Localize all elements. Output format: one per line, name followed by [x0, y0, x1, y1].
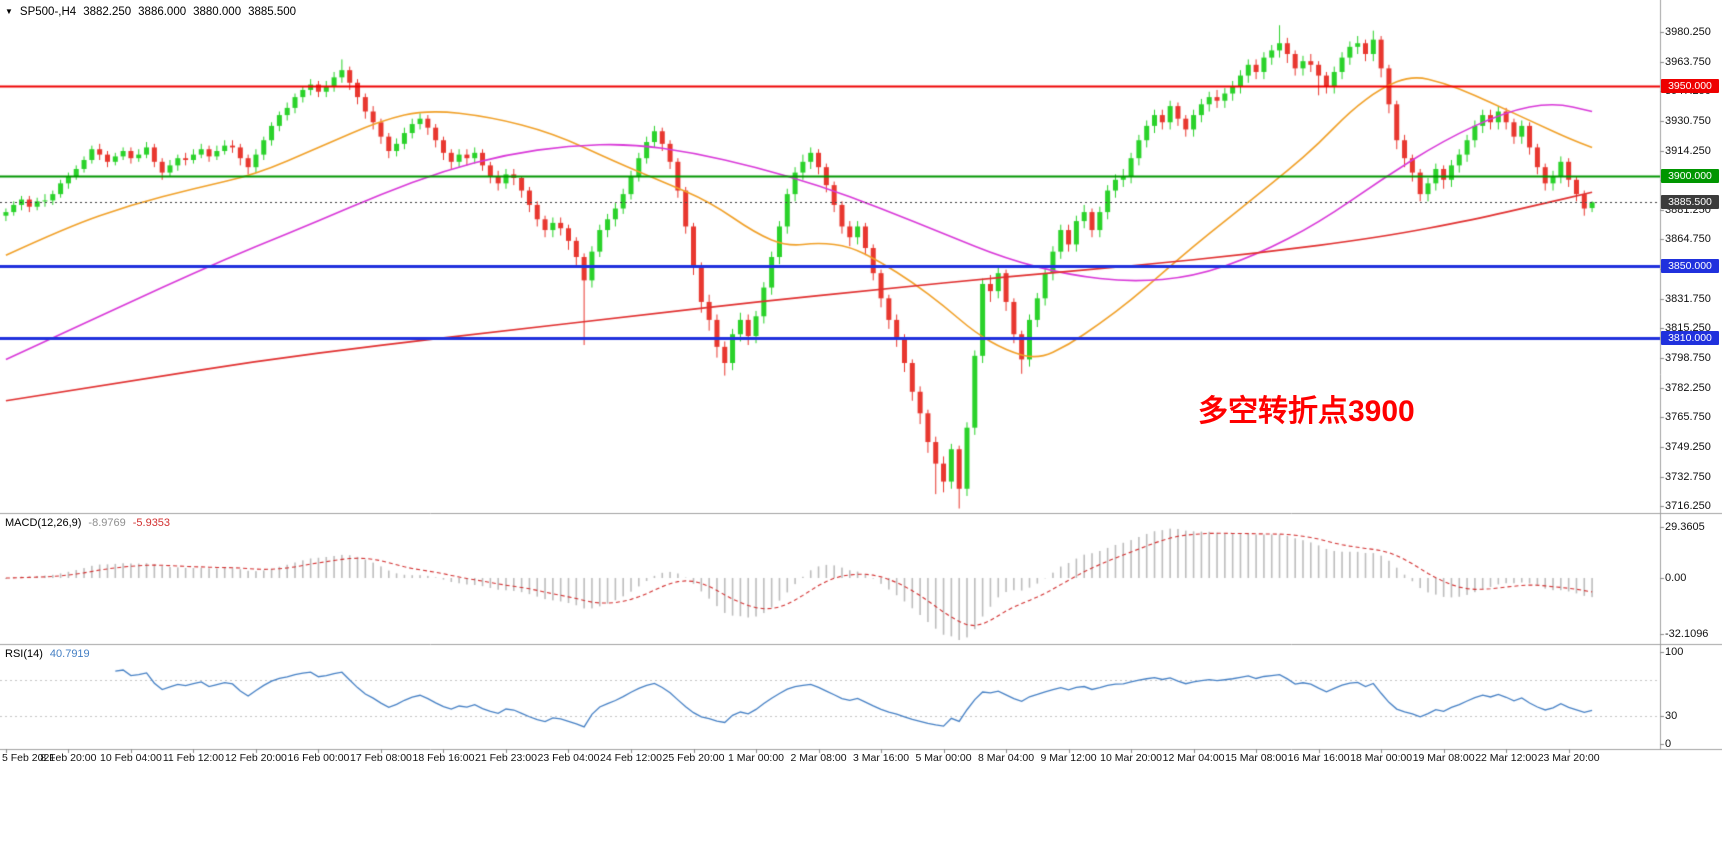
- time-axis-label: 9 Mar 12:00: [1040, 752, 1097, 764]
- symbol-ohlc-header: ▼ SP500-,H4 3882.250 3886.000 3880.000 3…: [5, 6, 296, 18]
- rsi-scale-label: 0: [1665, 738, 1672, 750]
- price-axis-label: 3831.750: [1665, 292, 1711, 305]
- hline-price-badge[interactable]: 3950.000: [1661, 79, 1719, 94]
- time-axis-label: 12 Mar 04:00: [1162, 752, 1225, 764]
- price-axis-label: 3716.250: [1665, 500, 1711, 513]
- time-axis-label: 16 Mar 16:00: [1287, 752, 1350, 764]
- rsi-indicator-label: RSI(14) 40.7919: [5, 648, 90, 660]
- price-axis-label: 3765.750: [1665, 411, 1711, 424]
- price-axis-label: 3782.250: [1665, 381, 1711, 394]
- macd-main-value: -8.9769: [88, 517, 126, 529]
- close-value: 3885.500: [248, 6, 297, 18]
- time-axis-label: 10 Mar 20:00: [1100, 752, 1163, 764]
- rsi-scale-label: 30: [1665, 710, 1678, 723]
- time-axis-label: 22 Mar 12:00: [1475, 752, 1538, 764]
- price-axis-label: 3798.750: [1665, 352, 1711, 365]
- macd-scale-label: 29.3605: [1665, 520, 1705, 533]
- time-axis-label: 17 Feb 08:00: [350, 752, 412, 764]
- time-axis-label: 5 Mar 00:00: [915, 752, 972, 764]
- time-axis-label: 19 Mar 08:00: [1412, 752, 1475, 764]
- macd-indicator-label: MACD(12,26,9) -8.9769 -5.9353: [5, 517, 170, 529]
- price-axis-label: 3864.750: [1665, 233, 1711, 246]
- time-axis-label: 2 Mar 08:00: [790, 752, 847, 764]
- price-axis-label: 3732.750: [1665, 470, 1711, 483]
- time-axis-label: 8 Feb 20:00: [40, 752, 97, 764]
- time-axis-label: 21 Feb 23:00: [475, 752, 537, 764]
- price-axis-label: 3980.250: [1665, 26, 1711, 38]
- price-axis-label: 3914.250: [1665, 144, 1711, 157]
- hline-price-badge[interactable]: 3850.000: [1661, 258, 1719, 273]
- macd-scale-label: 0.00: [1665, 572, 1687, 584]
- time-axis-label: 12 Feb 20:00: [224, 752, 287, 764]
- current-price-badge: 3885.500: [1661, 195, 1719, 210]
- time-axis-label: 3 Mar 16:00: [853, 752, 910, 764]
- time-axis-label: 15 Mar 08:00: [1225, 752, 1288, 764]
- time-axis-label: 23 Mar 20:00: [1537, 752, 1600, 764]
- rsi-scale-label: 100: [1665, 646, 1684, 658]
- open-value: 3882.250: [83, 6, 132, 18]
- time-axis-label: 23 Feb 04:00: [537, 752, 600, 764]
- rsi-value: 40.7919: [49, 648, 90, 660]
- time-axis-label: 11 Feb 12:00: [162, 752, 224, 764]
- time-axis-label: 18 Mar 00:00: [1350, 752, 1413, 764]
- time-axis-label: 5 Feb 2021: [2, 752, 56, 764]
- price-axis-label: 3749.250: [1665, 440, 1711, 453]
- time-axis-label: 16 Feb 00:00: [287, 752, 350, 764]
- time-axis-label: 24 Feb 12:00: [600, 752, 662, 764]
- time-axis-label: 1 Mar 00:00: [727, 752, 785, 764]
- time-axis-label: 18 Feb 16:00: [412, 752, 475, 764]
- price-axis-label: 3930.750: [1665, 114, 1711, 127]
- low-value: 3880.000: [193, 6, 242, 18]
- expand-arrow-icon[interactable]: ▼: [5, 6, 13, 16]
- macd-title: MACD(12,26,9): [5, 517, 82, 529]
- time-axis[interactable]: 5 Feb 2021 8 Feb 20:00 10 Feb 04:00 11 Feb …: [0, 750, 1722, 770]
- macd-scale-label: -32.1096: [1665, 627, 1709, 640]
- hline-price-badge[interactable]: 3900.000: [1661, 169, 1719, 184]
- symbol-period-label: SP500-,H4: [19, 6, 77, 18]
- rsi-title: RSI(14): [5, 648, 43, 660]
- high-value: 3886.000: [138, 6, 187, 18]
- time-axis-label: 25 Feb 20:00: [662, 752, 725, 764]
- time-axis-label: 10 Feb 04:00: [99, 752, 162, 764]
- annotation-text[interactable]: 多空转折点3900: [1198, 395, 1415, 428]
- price-axis-label: 3963.750: [1665, 55, 1711, 68]
- macd-signal-value: -5.9353: [132, 517, 171, 529]
- hline-price-badge[interactable]: 3810.000: [1661, 330, 1719, 345]
- time-axis-label: 8 Mar 04:00: [978, 752, 1035, 764]
- price-badges: 3950.000 3900.000 3850.000 3810.000 3885.500: [1661, 0, 1721, 845]
